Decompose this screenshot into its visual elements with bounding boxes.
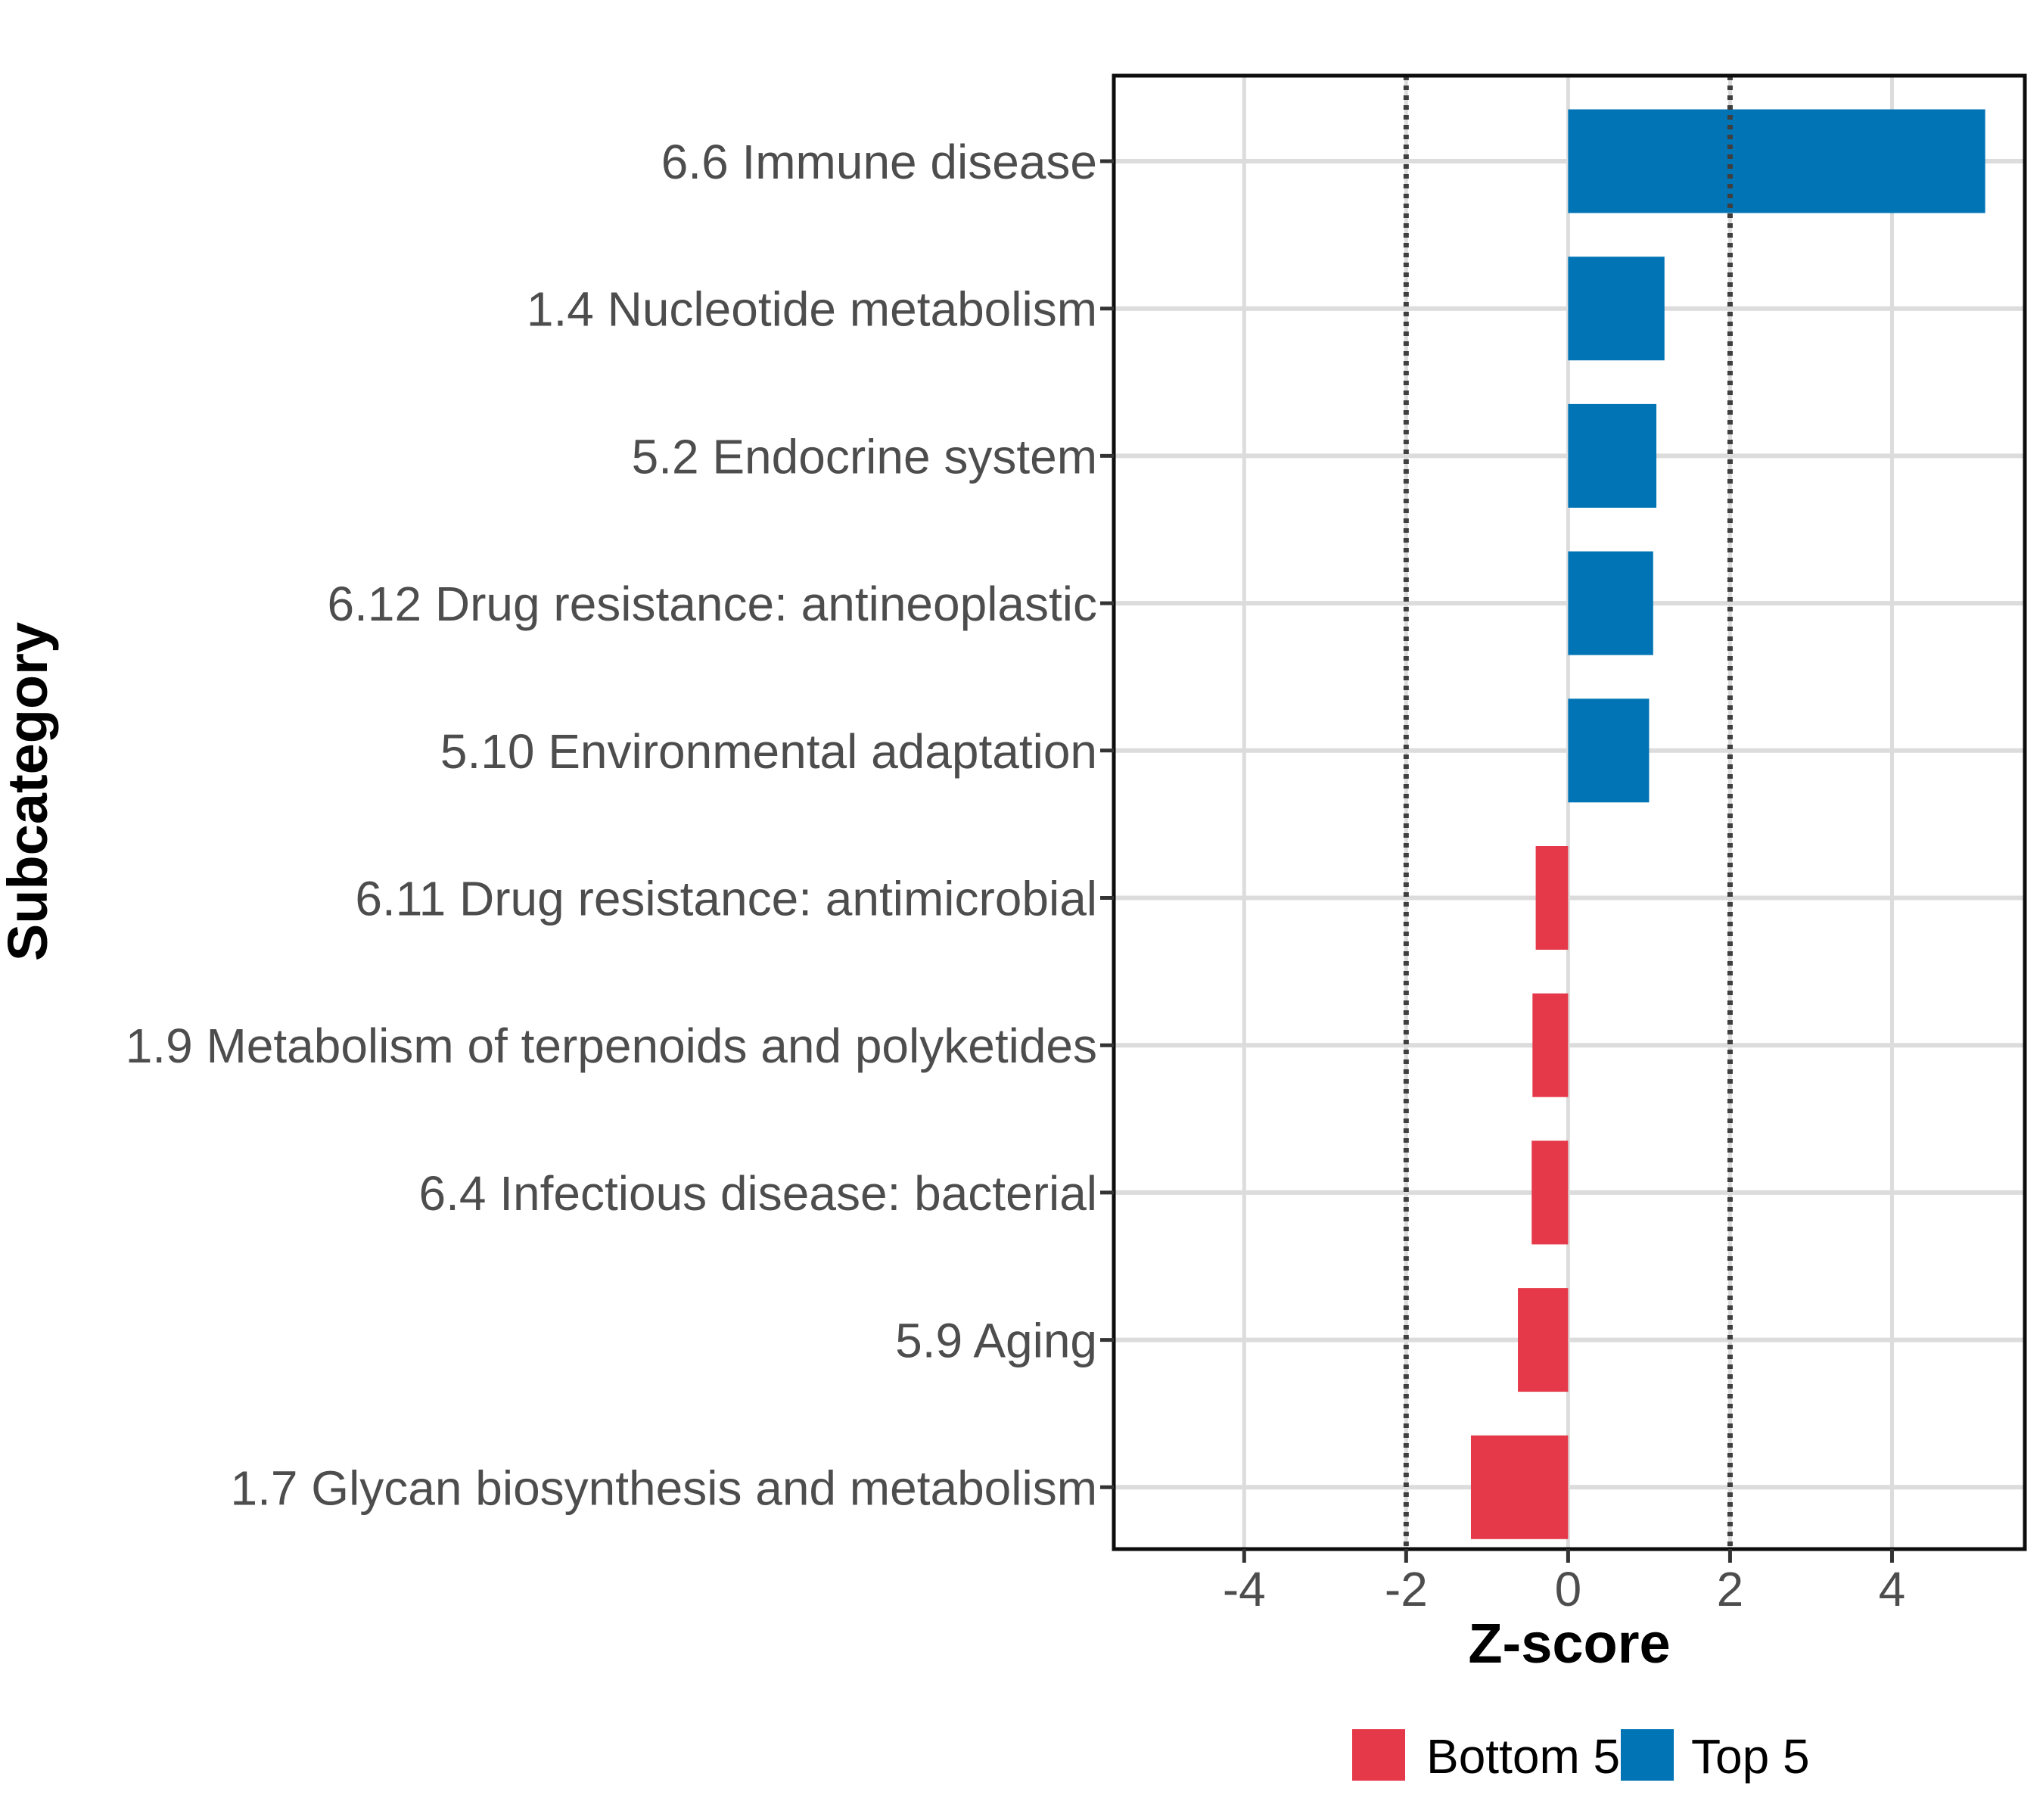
bar xyxy=(1531,1140,1569,1245)
legend-key-bottom5 xyxy=(1352,1729,1405,1781)
x-tick-label: 0 xyxy=(1555,1562,1582,1616)
y-axis-title: Subcategory xyxy=(0,622,59,961)
legend: Bottom 5 Top 5 xyxy=(1352,1729,1810,1784)
bar xyxy=(1568,109,1985,213)
legend-label-top5: Top 5 xyxy=(1691,1729,1810,1784)
y-tick-label: 5.2 Endocrine system xyxy=(632,429,1097,484)
bar xyxy=(1532,993,1569,1097)
x-tick-label: 4 xyxy=(1879,1562,1906,1616)
bars-layer xyxy=(1470,109,1985,1539)
bar xyxy=(1568,403,1657,508)
x-axis-title: Z-score xyxy=(1468,1612,1670,1675)
x-tick-label: -2 xyxy=(1385,1562,1428,1616)
legend-label-bottom5: Bottom 5 xyxy=(1426,1729,1620,1784)
bar xyxy=(1535,846,1569,950)
axes-layer: -4 -2 0 2 4 6.6 Immune disease 1.4 Nucleotide … xyxy=(126,135,1906,1616)
bar xyxy=(1568,257,1665,361)
y-tick-label: 1.7 Glycan biosynthesis and metabolism xyxy=(231,1461,1097,1515)
y-tick-label: 6.6 Immune disease xyxy=(661,135,1097,189)
bar xyxy=(1470,1435,1569,1539)
bar xyxy=(1568,698,1650,803)
y-tick-label: 5.9 Aging xyxy=(895,1314,1097,1368)
y-tick-label: 6.4 Infectious disease: bacterial xyxy=(418,1166,1097,1221)
y-tick-label: 6.11 Drug resistance: antimicrobial xyxy=(355,872,1097,926)
legend-key-top5 xyxy=(1621,1729,1674,1781)
gridlines-layer xyxy=(1114,76,2025,1549)
y-tick-label: 5.10 Environmental adaptation xyxy=(440,724,1097,779)
x-tick-label: -4 xyxy=(1223,1562,1266,1616)
y-tick-label: 1.9 Metabolism of terpenoids and polyket… xyxy=(126,1019,1097,1073)
y-tick-label: 6.12 Drug resistance: antineoplastic xyxy=(328,577,1097,631)
bar xyxy=(1568,551,1653,655)
x-tick-label: 2 xyxy=(1717,1562,1744,1616)
y-tick-label: 1.4 Nucleotide metabolism xyxy=(527,282,1097,337)
bar xyxy=(1518,1288,1569,1392)
